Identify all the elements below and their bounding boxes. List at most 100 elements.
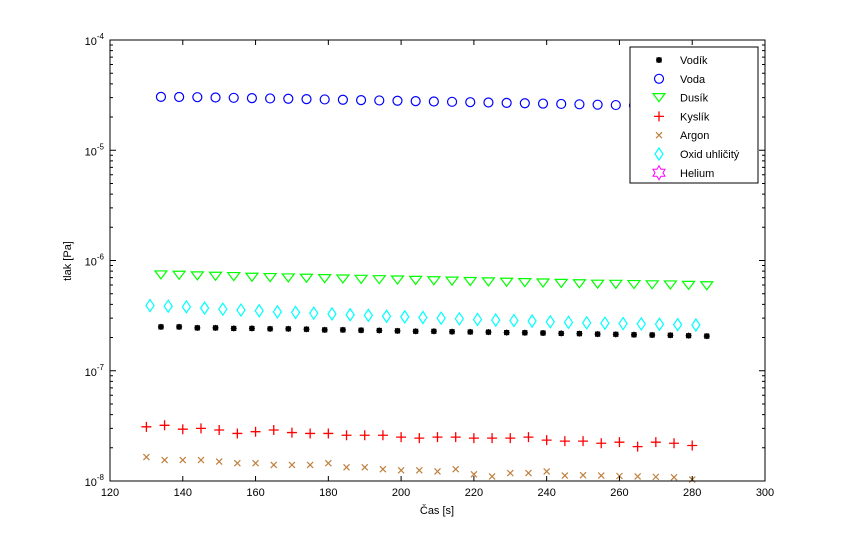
point-dot [303,326,310,333]
point-x [343,463,350,471]
point-diamond [381,309,392,324]
point-triangle-down [481,277,496,287]
point-diamond [527,314,537,329]
point-diamond [691,317,701,333]
x-tick-label: 120 [101,487,119,499]
point-circle [592,99,603,110]
point-dot [394,327,401,334]
point-dot [576,330,583,337]
y-tick-label: 10-4 [85,32,105,48]
point-diamond [309,306,319,321]
legend-marker-circle [653,73,665,84]
legend-label: Kyslík [680,111,710,123]
x-tick-label: 260 [610,487,628,499]
point-circle [246,93,258,104]
point-triangle-down [390,275,405,286]
point-diamond [545,314,556,329]
point-dot [558,330,565,337]
point-plus [214,425,225,436]
point-plus [159,420,170,431]
legend: Vodík Voda Dusík Kyslík Argon Oxid uhličitý He… [629,46,759,184]
point-dot [248,325,255,332]
point-x [506,469,514,477]
legend-marker-dot [656,57,662,63]
point-circle [301,94,312,105]
point-plus [650,437,661,448]
point-diamond [145,298,155,313]
point-x [415,466,423,474]
legend-box [629,46,759,184]
point-diamond [509,313,519,328]
point-plus [359,430,370,441]
point-diamond [236,303,246,318]
point-circle [210,92,221,103]
point-triangle-down [644,280,660,290]
point-plus [632,441,643,452]
point-triangle-down [463,276,478,287]
legend-label: Argon [680,130,709,142]
point-plus [250,426,261,437]
point-diamond [436,311,446,326]
point-triangle-down [517,278,533,288]
legend-label: Vodík [680,55,708,67]
legend-marker-diamond [654,146,664,162]
point-x [215,458,223,466]
point-plus [432,432,443,443]
point-circle [174,91,185,103]
legend-marker-hexagram [652,164,666,181]
point-plus [669,438,680,449]
point-x [161,456,169,464]
point-plus [232,428,243,439]
point-triangle-down [153,270,169,280]
legend-marker-plus [654,111,664,122]
point-x [470,470,478,478]
legend-label: Helium [680,168,714,180]
legend-label: Voda [680,74,706,86]
point-triangle-down [590,279,605,290]
point-dot [230,325,237,332]
point-x [561,472,569,479]
point-triangle-down [299,273,314,284]
point-dot [685,332,692,339]
point-dot [358,327,365,334]
point-triangle-down [626,279,642,290]
x-tick-label: 140 [174,487,192,499]
point-x [361,463,369,471]
point-triangle-down [535,278,551,289]
point-plus [687,440,698,451]
point-diamond [581,315,592,330]
point-plus [141,421,152,432]
y-tick-label: 10-6 [85,253,105,269]
point-dot [649,331,656,338]
x-tick-label: 220 [465,487,483,499]
point-triangle-down [281,273,296,283]
point-diamond [345,307,355,322]
point-x [652,473,660,481]
point-diamond [654,317,665,332]
point-triangle-down [426,276,442,286]
point-circle [446,96,458,107]
point-dot [631,331,637,338]
point-circle [410,96,421,107]
x-tick-label: 280 [683,487,701,499]
point-diamond [600,316,610,331]
y-tick-label: 10-8 [85,473,105,489]
point-triangle-down [353,274,369,285]
point-x [634,473,642,480]
point-triangle-down [262,272,278,283]
x-tick-label: 300 [756,487,774,499]
point-plus [578,436,589,447]
point-triangle-down [681,280,696,291]
point-triangle-down [171,270,187,281]
point-plus [305,428,316,439]
point-x [142,453,150,461]
point-circle [192,92,203,103]
point-plus [505,433,516,444]
point-triangle-down [408,275,423,286]
point-x [233,459,241,467]
point-triangle-down [226,271,241,282]
x-tick-label: 160 [246,487,264,499]
data-marks [141,91,714,484]
point-circle [337,94,348,105]
